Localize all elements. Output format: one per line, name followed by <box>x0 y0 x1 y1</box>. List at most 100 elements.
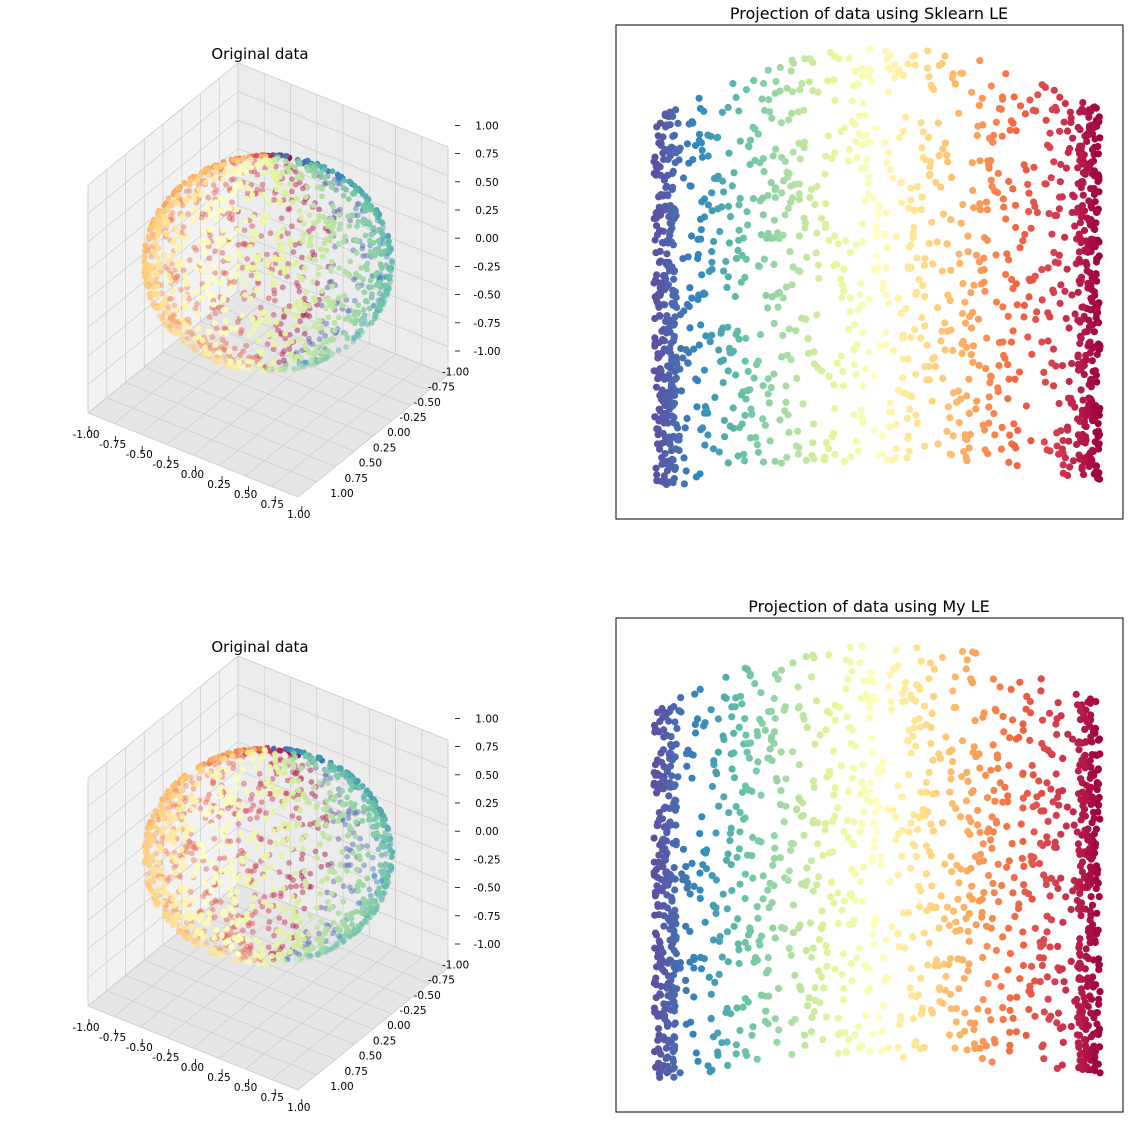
scatter-point <box>230 871 236 878</box>
scatter-point <box>1025 208 1033 216</box>
scatter-point <box>153 808 159 814</box>
scatter-point <box>726 837 734 845</box>
scatter-point <box>875 342 883 350</box>
scatter-point <box>750 77 758 85</box>
scatter-point <box>664 236 672 244</box>
scatter-point <box>666 344 674 352</box>
scatter-point <box>822 726 830 734</box>
scatter-point <box>325 223 331 230</box>
scatter-point <box>1067 114 1075 122</box>
scatter-point <box>246 873 252 879</box>
scatter-point <box>925 73 933 81</box>
scatter-point <box>879 432 887 440</box>
scatter-point <box>319 935 326 942</box>
scatter-point <box>273 319 280 326</box>
scatter-point <box>322 355 328 362</box>
scatter-point <box>204 279 211 286</box>
scatter-point <box>336 265 343 272</box>
scatter-point <box>173 307 180 314</box>
scatter-point <box>252 264 258 271</box>
scatter-point <box>881 139 889 147</box>
scatter-point <box>737 278 745 286</box>
scatter-point <box>261 959 268 965</box>
scatter-point <box>195 325 202 332</box>
scatter-point <box>672 366 680 374</box>
scatter-point <box>301 868 308 875</box>
scatter-point <box>160 825 167 832</box>
scatter-point <box>293 822 300 829</box>
scatter-point <box>272 791 279 797</box>
scatter-point <box>814 364 822 372</box>
scatter-point <box>850 764 858 772</box>
scatter-point <box>324 780 331 787</box>
scatter-point <box>346 823 353 829</box>
scatter-point <box>1055 399 1063 408</box>
scatter-point <box>269 796 276 802</box>
scatter-point <box>313 905 320 911</box>
scatter-point <box>868 77 876 85</box>
scatter-point <box>788 56 796 64</box>
scatter-point <box>291 365 298 372</box>
scatter-point <box>360 306 367 313</box>
scatter-point <box>853 154 861 162</box>
scatter-point <box>723 283 731 291</box>
scatter-point <box>155 229 162 236</box>
scatter-point <box>235 837 242 844</box>
scatter-point <box>146 862 153 869</box>
scatter-point <box>1028 761 1036 770</box>
scatter-point <box>1000 351 1008 360</box>
scatter-point <box>848 97 857 105</box>
scatter-point <box>760 79 768 88</box>
scatter-point <box>263 815 269 822</box>
scatter-point <box>769 152 777 160</box>
scatter-point <box>360 191 366 198</box>
scatter-point <box>771 193 780 202</box>
scatter-point <box>217 358 224 365</box>
scatter-point <box>812 697 821 705</box>
scatter-point <box>389 258 396 265</box>
scatter-point <box>238 184 245 190</box>
scatter-point <box>995 362 1003 370</box>
scatter-point <box>323 945 330 952</box>
scatter-point <box>298 354 305 361</box>
scatter-point <box>770 216 779 224</box>
scatter-point <box>982 771 990 780</box>
scatter-point <box>234 227 241 233</box>
scatter-point <box>934 440 942 448</box>
scatter-point <box>385 233 392 239</box>
scatter-point <box>1086 449 1094 457</box>
scatter-point <box>179 857 186 863</box>
z-tick-label: 0.50 <box>475 770 498 782</box>
scatter-point <box>221 325 228 332</box>
scatter-point <box>323 180 330 187</box>
scatter-point <box>1027 224 1035 232</box>
scatter-point <box>679 255 687 263</box>
scatter-point <box>915 275 923 284</box>
scatter-point <box>977 267 985 275</box>
scatter-point <box>982 365 990 373</box>
scatter-point <box>1038 338 1046 346</box>
scatter-point <box>380 834 386 840</box>
scatter-point <box>943 903 952 911</box>
scatter-point <box>318 918 325 925</box>
scatter-point <box>355 923 362 929</box>
scatter-point <box>321 806 327 813</box>
scatter-point <box>335 241 342 247</box>
scatter-point <box>270 745 277 752</box>
scatter-point <box>1076 279 1084 287</box>
scatter-point <box>767 384 775 392</box>
scatter-point <box>142 249 149 256</box>
scatter-point <box>214 354 221 361</box>
scatter-point <box>985 164 993 172</box>
scatter-point <box>1009 185 1017 193</box>
scatter-point <box>1078 437 1086 446</box>
scatter-point <box>949 432 957 440</box>
scatter-point <box>163 322 170 329</box>
scatter-point <box>959 280 967 288</box>
scatter-point <box>750 374 758 382</box>
scatter-point <box>234 158 241 164</box>
scatter-point <box>657 257 665 265</box>
scatter-point <box>311 220 317 226</box>
scatter-point <box>350 338 357 345</box>
scatter-point <box>732 1041 741 1049</box>
